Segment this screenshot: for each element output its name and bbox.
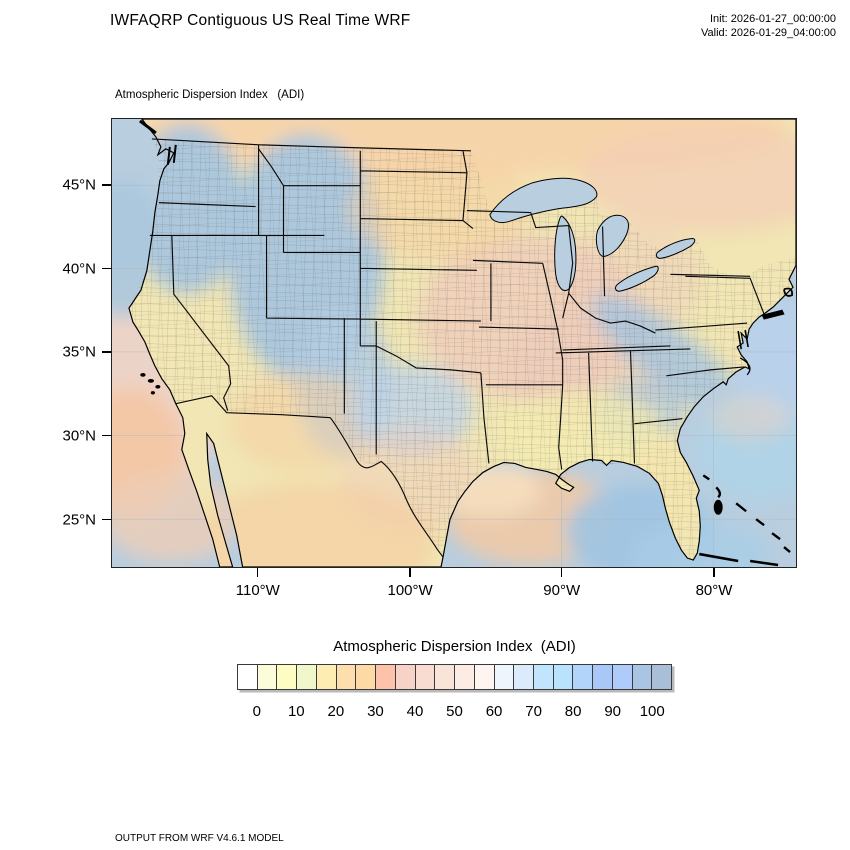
colorbar-cell (394, 664, 415, 690)
colorbar-tick-label: 40 (406, 703, 424, 720)
footer-line-1: OUTPUT FROM WRF V4.6.1 MODEL (115, 833, 284, 844)
colorbar-cell (454, 664, 474, 690)
colorbar-cell (473, 664, 494, 690)
init-timestamp: Init: 2026-01-27_00:00:00 (710, 13, 836, 25)
map-subtitle: Atmospheric Dispersion Index (ADI) (115, 89, 305, 101)
map-plot-area: 45°N 40°N 35°N 30°N 25°N 110°W 100°W 90°W 80°W (62, 118, 797, 599)
colorbar-tick-label: 100 (639, 703, 665, 720)
colorbar-tick-label: 80 (564, 703, 582, 720)
x-axis-label: 100°W (387, 582, 433, 599)
colorbar-tick-label: 90 (604, 703, 622, 720)
colorbar-tick-label: 60 (485, 703, 503, 720)
x-axis-label: 110°W (235, 582, 280, 599)
colorbar-cell (296, 664, 316, 690)
x-axis-tick (560, 568, 563, 577)
colorbar-cell (315, 664, 336, 690)
valid-timestamp: Valid: 2026-01-29_04:00:00 (701, 27, 836, 39)
colorbar-cell (592, 664, 612, 690)
colorbar-tick-label: 70 (525, 703, 542, 720)
x-axis-tick (409, 568, 411, 577)
colorbar-cell (651, 664, 673, 690)
map-frame (111, 118, 797, 568)
colorbar (237, 664, 673, 690)
x-axis-label: 80°W (695, 582, 733, 599)
colorbar-title: Atmospheric Dispersion Index (ADI) (333, 638, 576, 655)
y-axis-label: 40°N (62, 260, 96, 278)
colorbar-cell (572, 664, 593, 690)
colorbar-cell (375, 664, 395, 690)
colorbar-tick-label: 0 (252, 703, 261, 720)
page-title: IWFAQRP Contiguous US Real Time WRF (110, 12, 411, 29)
colorbar-cell (552, 664, 573, 690)
conus-adi-map (112, 119, 796, 567)
footer: OUTPUT FROM WRF V4.6.1 MODEL WE = 580 ; … (115, 806, 508, 850)
y-axis-tick (102, 350, 111, 353)
colorbar-tick-label: 10 (287, 703, 305, 720)
colorbar-cell (256, 664, 277, 690)
colorbar-cell (414, 664, 435, 690)
state-borders (149, 138, 765, 558)
y-axis-label: 30°N (62, 427, 96, 445)
x-axis-tick (712, 568, 715, 577)
colorbar-cell (611, 664, 632, 690)
y-axis-label: 35°N (62, 343, 96, 361)
y-axis-label: 45°N (62, 176, 96, 194)
y-axis-tick (102, 434, 111, 437)
colorbar-tick-label: 30 (367, 703, 384, 720)
y-axis-tick (102, 184, 111, 186)
y-axis-tick (102, 518, 111, 521)
colorbar-cell (533, 664, 553, 690)
x-axis-label: 90°W (543, 582, 581, 599)
y-axis-label: 25°N (62, 511, 96, 529)
great-lakes (489, 177, 696, 292)
colorbar-cell (276, 664, 297, 690)
colorbar-cell (493, 664, 514, 690)
colorbar-cell (355, 664, 376, 690)
colorbar-cell (237, 664, 257, 690)
island-details (139, 119, 794, 567)
x-axis-tick (256, 568, 259, 577)
y-axis-tick (102, 267, 111, 270)
colorbar-tick-label: 50 (446, 703, 463, 720)
colorbar-cell (513, 664, 534, 690)
colorbar-cell (631, 664, 652, 690)
colorbar-tick-labels: 0 10 20 30 40 50 60 70 80 90 100 (237, 703, 672, 721)
colorbar-tick-label: 20 (327, 703, 345, 720)
colorbar-cell (434, 664, 455, 690)
colorbar-cell (335, 664, 356, 690)
model-timestamps: Init: 2026-01-27_00:00:00 Valid: 2026-01… (701, 12, 836, 40)
